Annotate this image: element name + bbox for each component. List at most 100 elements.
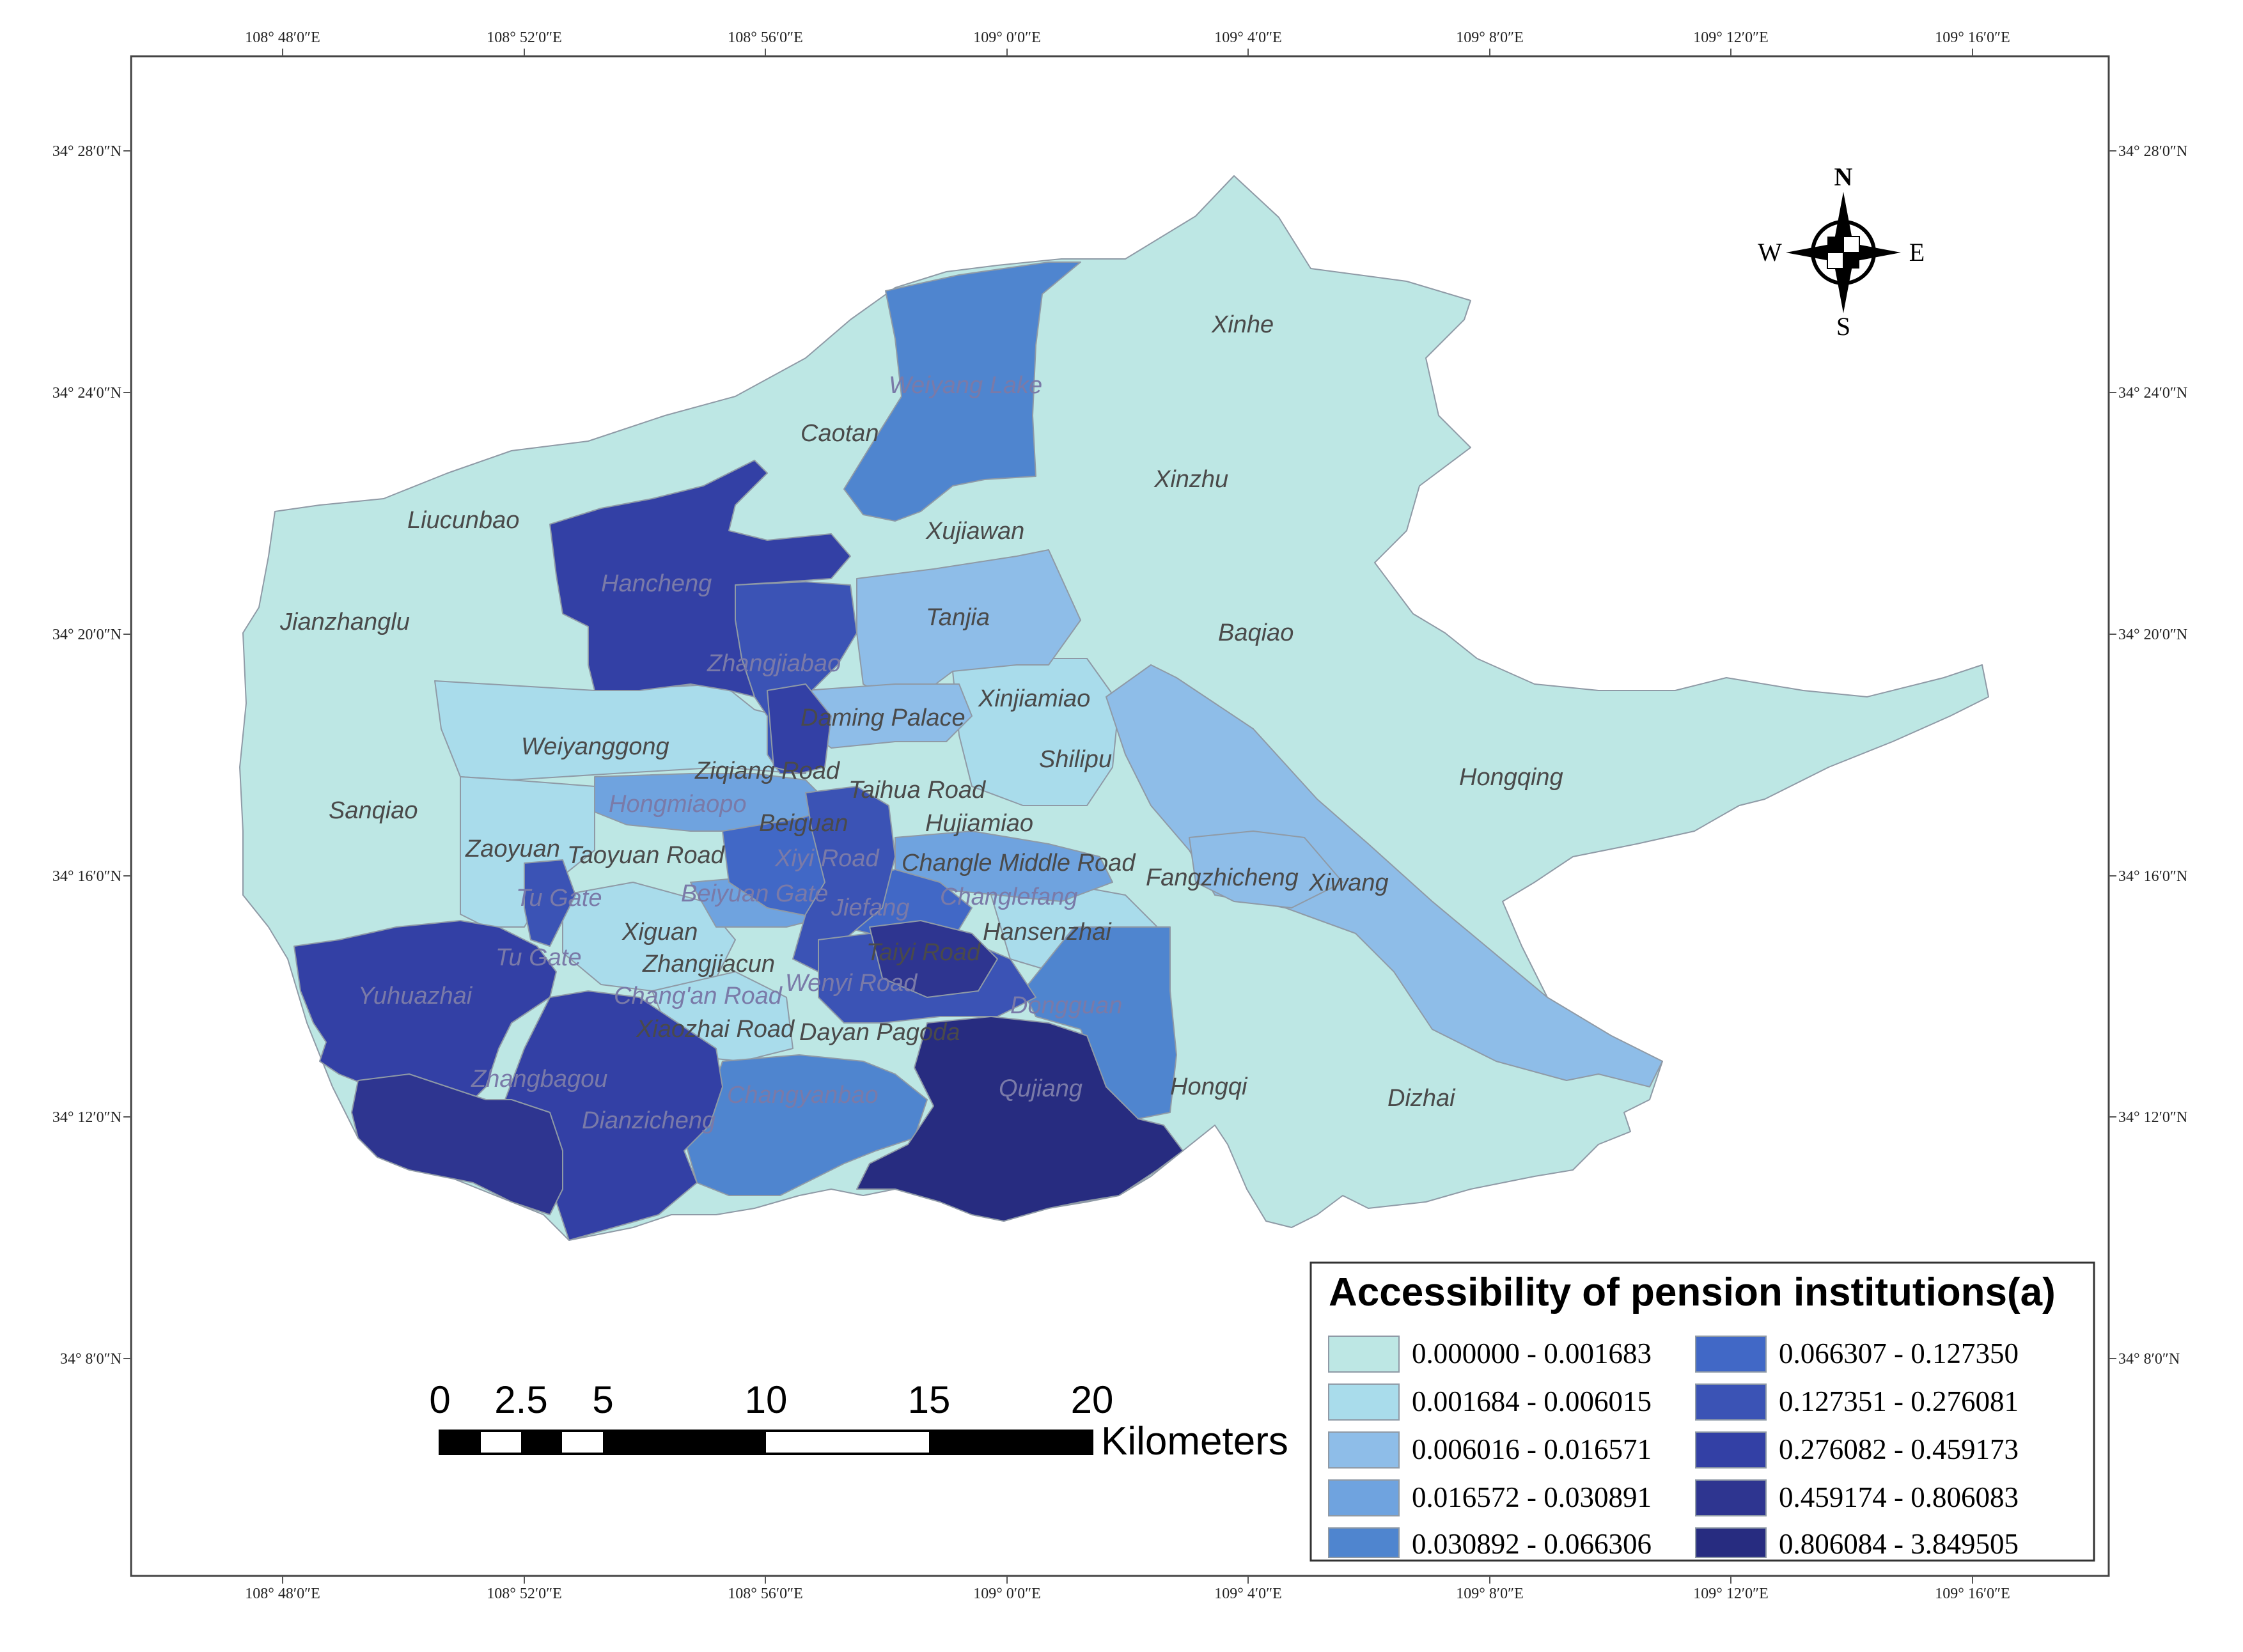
place-labels: Xinhe Weiyang Lake Caotan Liucunbao Xinz… <box>279 311 1563 1134</box>
place-label: Hongmiaopo <box>609 791 746 818</box>
scale-unit-label: Kilometers <box>1101 1419 1288 1463</box>
longitude-label: 109° 16′0″E <box>1935 29 2010 46</box>
place-label: Weiyanggong <box>521 733 669 760</box>
place-label: Jiefang <box>831 894 910 921</box>
region-changyanbao <box>684 1054 928 1196</box>
latitude-label: 34° 24′0″N <box>2118 385 2187 401</box>
place-label: Dongguan <box>1010 992 1122 1019</box>
longitude-label: 109° 12′0″E <box>1693 29 1769 46</box>
latitude-label: 34° 24′0″N <box>52 385 121 401</box>
latitude-label: 34° 12′0″N <box>52 1109 121 1126</box>
place-label: Tanjia <box>926 604 990 631</box>
longitude-label: 109° 16′0″E <box>1935 1586 2010 1602</box>
scale-tick-label: 10 <box>745 1378 788 1421</box>
place-label: Caotan <box>801 420 879 447</box>
place-label: Baqiao <box>1218 620 1293 646</box>
compass-east-label: E <box>1909 238 1925 267</box>
legend-swatch <box>1328 1336 1400 1373</box>
place-label: Tu Gate <box>496 944 581 971</box>
region-taiyi-road <box>869 920 998 998</box>
place-label: Changlefang <box>940 884 1078 910</box>
legend-label: 0.016572 - 0.030891 <box>1412 1481 1652 1513</box>
scale-segment <box>521 1431 562 1454</box>
longitude-label: 108° 56′0″E <box>728 1586 803 1602</box>
scale-tick-label: 2.5 <box>494 1378 547 1421</box>
place-label: Liucunbao <box>407 507 519 534</box>
legend-swatch <box>1695 1527 1767 1558</box>
place-label: Zhangjiacun <box>642 951 775 978</box>
frame-ticks <box>123 49 2116 1584</box>
region-weiyang-lake <box>843 261 1081 522</box>
place-label: Zhangbagou <box>471 1066 607 1093</box>
region-hancheng <box>549 460 851 697</box>
place-label: Zhangjiabao <box>707 650 841 677</box>
legend-label: 0.000000 - 0.001683 <box>1412 1337 1652 1369</box>
latitude-label: 34° 16′0″N <box>2118 868 2187 885</box>
place-label: Dizhai <box>1387 1085 1456 1112</box>
compass-north-label: N <box>1834 162 1853 191</box>
scale-segment <box>440 1431 481 1454</box>
region-yuhuazhai <box>293 920 557 1100</box>
region-fangzhicheng <box>1189 830 1343 908</box>
legend-label: 0.066307 - 0.127350 <box>1779 1337 2019 1369</box>
longitude-label: 109° 4′0″E <box>1214 29 1282 46</box>
legend-swatch <box>1695 1431 1767 1469</box>
region-daming-strip <box>767 683 832 774</box>
longitude-label: 109° 0′0″E <box>973 1586 1041 1602</box>
legend-label: 0.001684 - 0.006015 <box>1412 1385 1652 1417</box>
scale-bar: 0 2.5 5 10 15 20 Kilometers <box>429 1378 1288 1463</box>
region-qujiang <box>856 1016 1184 1222</box>
legend: Accessibility of pension institutions(a)… <box>1309 1261 2095 1562</box>
longitude-label: 108° 48′0″E <box>245 1586 320 1602</box>
legend-label: 0.276082 - 0.459173 <box>1779 1433 2019 1465</box>
latitude-label: 34° 20′0″N <box>52 627 121 643</box>
region-xinjiamiao <box>952 658 1120 806</box>
region-zhangbagou <box>351 1073 563 1215</box>
latitude-label: 34° 8′0″N <box>60 1351 121 1368</box>
legend-label: 0.459174 - 0.806083 <box>1779 1481 2019 1513</box>
place-label: Xiguan <box>621 919 698 946</box>
place-label: Xujiawan <box>925 518 1024 545</box>
place-label: Hansenzhai <box>983 919 1112 946</box>
legend-label: 0.030892 - 0.066306 <box>1412 1528 1652 1560</box>
place-label: Xinhe <box>1211 311 1274 338</box>
longitude-label: 108° 48′0″E <box>245 29 320 46</box>
place-label: Shilipu <box>1039 746 1112 773</box>
place-label: Dayan Pagoda <box>799 1019 960 1046</box>
place-label: Dianzicheng <box>582 1107 715 1134</box>
region-dongguan <box>1022 926 1177 1119</box>
place-label: Beiyuan Gate <box>681 880 828 907</box>
place-label: Hancheng <box>601 570 712 597</box>
latitude-label: 34° 16′0″N <box>52 868 121 885</box>
place-label: Sanqiao <box>329 797 418 824</box>
place-label: Hongqing <box>1459 764 1563 791</box>
latitude-label: 34° 12′0″N <box>2118 1109 2187 1126</box>
legend-label: 0.006016 - 0.016571 <box>1412 1433 1652 1465</box>
scale-segment <box>929 1431 1092 1454</box>
legend-title: Accessibility of pension institutions(a) <box>1329 1270 2056 1314</box>
latitude-labels-right: 34° 28′0″N 34° 24′0″N 34° 20′0″N 34° 16′… <box>2118 143 2187 1368</box>
place-label: Weiyang Lake <box>889 372 1042 399</box>
longitude-label: 109° 4′0″E <box>1214 1586 1282 1602</box>
place-label: Daming Palace <box>801 705 965 731</box>
latitude-label: 34° 28′0″N <box>2118 143 2187 160</box>
legend-swatch <box>1328 1383 1400 1421</box>
legend-swatch <box>1328 1479 1400 1516</box>
legend-swatch <box>1695 1336 1767 1373</box>
region-tu-gate-north <box>524 859 576 947</box>
place-label: Yuhuazhai <box>358 983 473 1009</box>
place-label: Hongqi <box>1170 1073 1248 1100</box>
legend-swatch <box>1328 1527 1400 1558</box>
compass-west-label: W <box>1758 238 1782 267</box>
latitude-labels-left: 34° 28′0″N 34° 24′0″N 34° 20′0″N 34° 16′… <box>52 143 121 1368</box>
scale-tick-label: 5 <box>592 1378 613 1421</box>
longitude-label: 108° 52′0″E <box>487 29 562 46</box>
place-label: Fangzhicheng <box>1146 864 1299 891</box>
place-label: Xiaozhai Road <box>636 1016 795 1043</box>
place-label: Xinzhu <box>1153 466 1228 493</box>
place-label: Tu Gate <box>516 885 602 912</box>
place-label: Chang'an Road <box>614 983 783 1009</box>
latitude-label: 34° 8′0″N <box>2118 1351 2180 1368</box>
scale-tick-label: 20 <box>1071 1378 1114 1421</box>
